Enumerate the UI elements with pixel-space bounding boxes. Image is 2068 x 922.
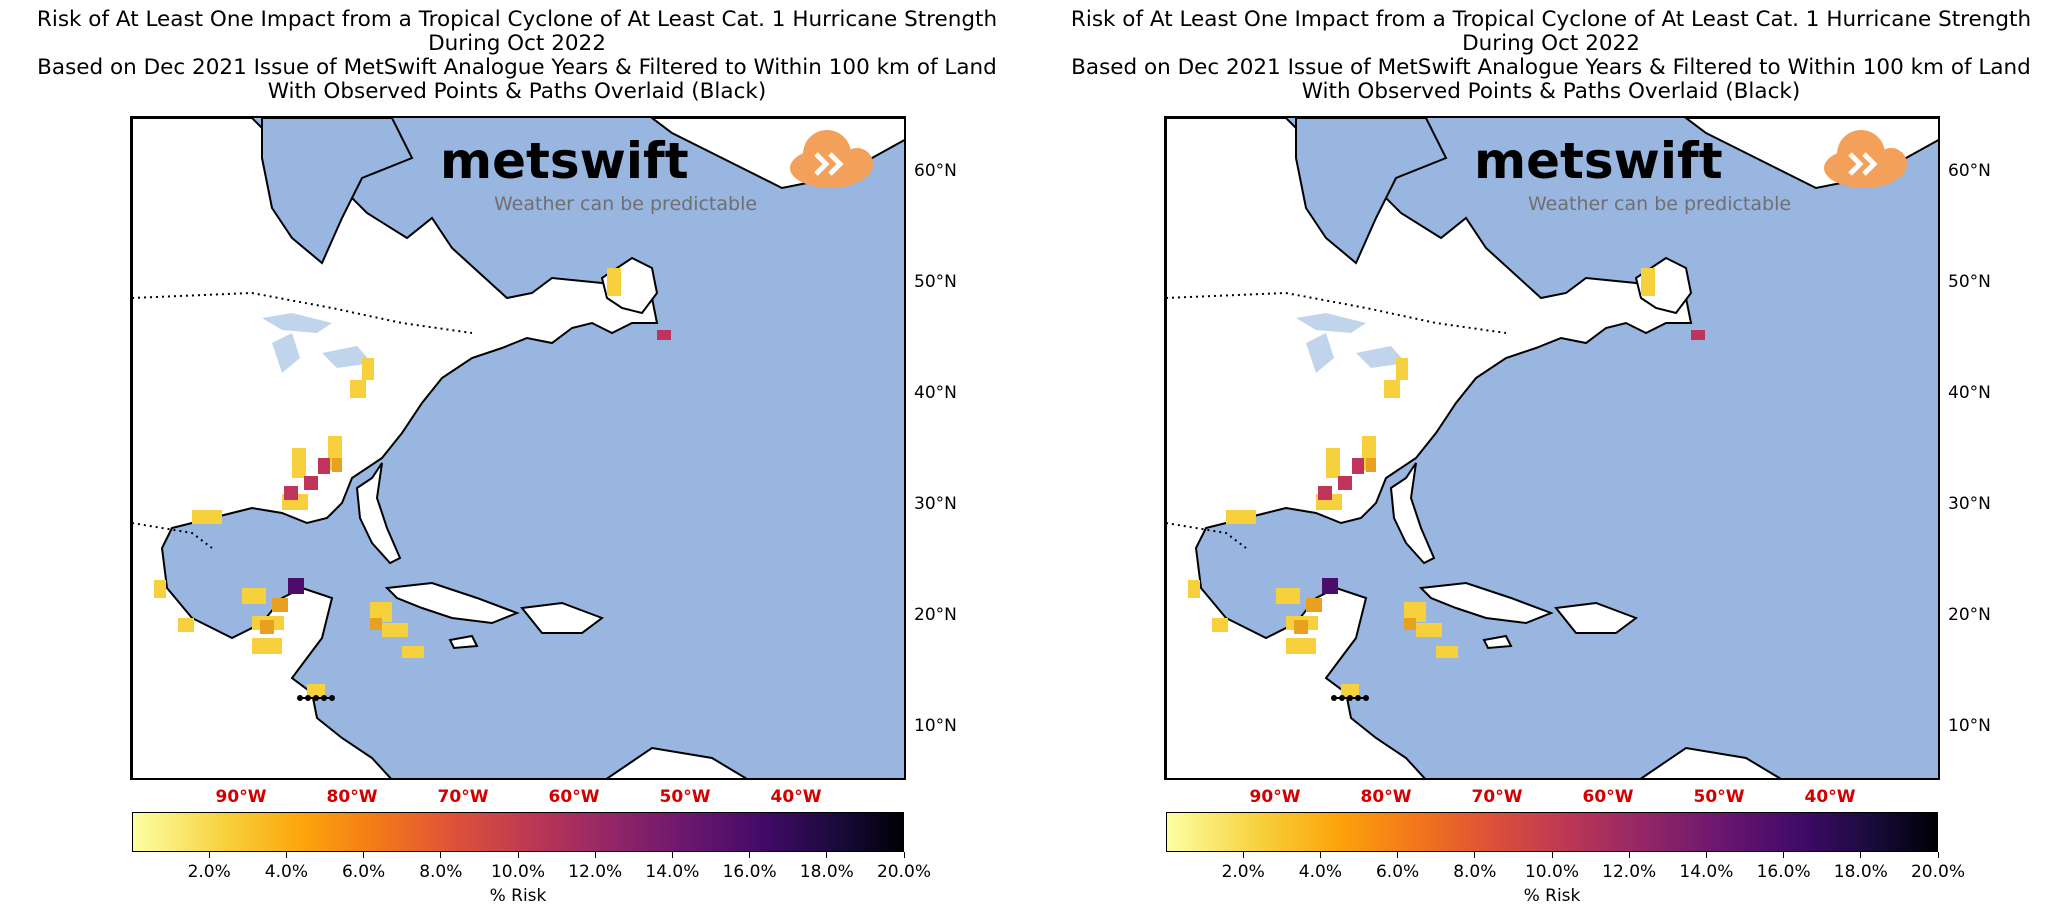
colorbar-tick-mark [1937, 852, 1939, 858]
colorbar-tick-label: 18.0% [799, 862, 854, 882]
lon-label: 90°W [215, 787, 267, 807]
lon-label: 90°W [1249, 787, 1301, 807]
lat-label: 10°N [1948, 716, 1991, 736]
lon-label: 40°W [1804, 787, 1856, 807]
colorbar-tick-label: 4.0% [264, 862, 308, 882]
lat-label: 30°N [1948, 494, 1991, 514]
colorbar-tick-mark [1860, 852, 1862, 858]
lat-label: 30°N [914, 494, 957, 514]
logo: metswift Weather can be predictable [440, 130, 873, 215]
logo-cloud-icon [1824, 130, 1907, 188]
lat-label: 10°N [914, 716, 957, 736]
logo-wordmark: metswift [440, 132, 689, 190]
colorbar [132, 812, 904, 852]
map-graphic: metswift Weather can be predictable [1166, 118, 1938, 778]
logo-wordmark: metswift [1474, 132, 1723, 190]
colorbar-tick-mark [1783, 852, 1785, 858]
colorbar-tick-label: 12.0% [568, 862, 623, 882]
colorbar-tick-label: 10.0% [490, 862, 546, 882]
map-panel-left: Risk of At Least One Impact from a Tropi… [0, 8, 1034, 907]
title-line-4: With Observed Points & Paths Overlaid (B… [267, 79, 767, 104]
colorbar-tick-mark [517, 852, 519, 858]
colorbar-tick-mark [594, 852, 596, 858]
lon-label: 70°W [437, 787, 489, 807]
colorbar-gradient [1167, 813, 1937, 851]
lon-label: 50°W [659, 787, 711, 807]
colorbar-tick-mark [1474, 852, 1476, 858]
colorbar-tick-label: 18.0% [1833, 862, 1888, 882]
lat-label: 40°N [914, 383, 957, 403]
lon-label: 80°W [326, 787, 378, 807]
title-line-1: Risk of At Least One Impact from a Tropi… [1070, 7, 2032, 32]
title-line-2: During Oct 2022 [1462, 31, 1640, 56]
colorbar-tick-label: 2.0% [187, 862, 231, 882]
lon-label: 60°W [1582, 787, 1634, 807]
colorbar-label: % Risk [1523, 886, 1581, 906]
logo-tagline: Weather can be predictable [1528, 193, 1791, 215]
figure-title: Risk of At Least One Impact from a Tropi… [0, 8, 1034, 104]
colorbar-tick-mark [671, 852, 673, 858]
lon-label: 40°W [770, 787, 822, 807]
title-line-3: Based on Dec 2021 Issue of MetSwift Anal… [1071, 55, 2031, 80]
colorbar-tick-label: 12.0% [1602, 862, 1657, 882]
colorbar-tick-mark [363, 852, 365, 858]
colorbar-tick-label: 20.0% [1910, 862, 1966, 882]
colorbar-tick-label: 2.0% [1221, 862, 1265, 882]
lon-label: 70°W [1471, 787, 1523, 807]
colorbar-tick-label: 16.0% [1756, 862, 1811, 882]
logo-tagline: Weather can be predictable [494, 193, 757, 215]
lat-label: 60°N [1948, 161, 1991, 181]
risk-map: metswift Weather can be predictable [130, 116, 906, 780]
colorbar-tick-label: 8.0% [419, 862, 463, 882]
title-line-4: With Observed Points & Paths Overlaid (B… [1301, 79, 1801, 104]
colorbar-tick-mark [1319, 852, 1321, 858]
map-panel-right: Risk of At Least One Impact from a Tropi… [1034, 0, 2068, 922]
lat-label: 40°N [1948, 383, 1991, 403]
colorbar-tick-label: 16.0% [722, 862, 777, 882]
title-line-2: During Oct 2022 [428, 31, 606, 56]
risk-map: metswift Weather can be predictable [1164, 116, 1940, 780]
colorbar-label: % Risk [489, 886, 547, 906]
colorbar-tick-mark [1705, 852, 1707, 858]
lat-label: 60°N [914, 161, 957, 181]
lat-label: 20°N [1948, 605, 1991, 625]
title-line-3: Based on Dec 2021 Issue of MetSwift Anal… [37, 55, 997, 80]
colorbar-tick-mark [1551, 852, 1553, 858]
colorbar-tick-label: 20.0% [876, 862, 932, 882]
colorbar-tick-mark [440, 852, 442, 858]
colorbar-tick-mark [208, 852, 210, 858]
logo: metswift Weather can be predictable [1474, 130, 1907, 215]
colorbar-tick-label: 6.0% [1375, 862, 1420, 882]
colorbar-tick-mark [1628, 852, 1630, 858]
colorbar-gradient [133, 813, 903, 851]
lon-label: 80°W [1360, 787, 1412, 807]
colorbar-tick-label: 10.0% [1524, 862, 1580, 882]
colorbar-tick-mark [826, 852, 828, 858]
lat-label: 20°N [914, 605, 957, 625]
lat-label: 50°N [1948, 272, 1991, 292]
logo-cloud-icon [790, 130, 873, 188]
figure-title: Risk of At Least One Impact from a Tropi… [1034, 8, 2068, 104]
lat-label: 50°N [914, 272, 957, 292]
colorbar-tick-label: 8.0% [1453, 862, 1497, 882]
colorbar-tick-label: 14.0% [1679, 862, 1734, 882]
colorbar-tick-label: 6.0% [341, 862, 386, 882]
colorbar-tick-mark [1397, 852, 1399, 858]
lon-label: 60°W [548, 787, 600, 807]
colorbar-tick-label: 4.0% [1298, 862, 1342, 882]
title-line-1: Risk of At Least One Impact from a Tropi… [36, 7, 998, 32]
colorbar-tick-mark [1242, 852, 1244, 858]
colorbar [1166, 812, 1938, 852]
map-graphic: metswift Weather can be predictable [132, 118, 904, 778]
colorbar-tick-mark [285, 852, 287, 858]
lon-label: 50°W [1693, 787, 1745, 807]
colorbar-tick-label: 14.0% [645, 862, 700, 882]
colorbar-tick-mark [749, 852, 751, 858]
colorbar-tick-mark [903, 852, 905, 858]
